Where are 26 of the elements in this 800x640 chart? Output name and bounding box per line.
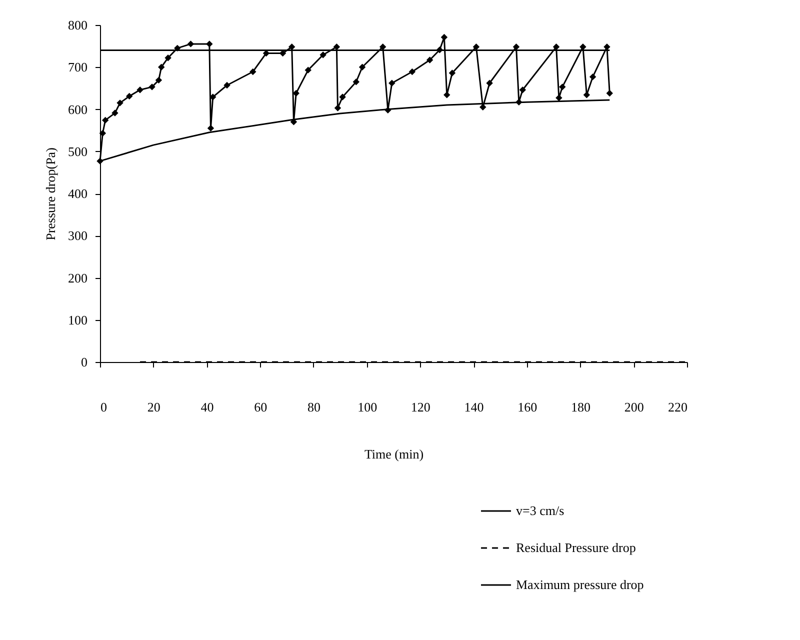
x-tick-label: 220 <box>668 400 688 414</box>
y-tick-label: 700 <box>68 60 88 75</box>
x-tick-label: 0 <box>100 400 107 414</box>
x-tick-label: 140 <box>464 400 484 414</box>
x-tick-label: 20 <box>147 400 160 414</box>
y-tick-label: 800 <box>68 18 88 32</box>
x-tick-label: 100 <box>358 400 378 414</box>
legend-label: v=3 cm/s <box>516 503 564 518</box>
x-tick-label: 180 <box>571 400 591 414</box>
x-tick-label: 40 <box>200 400 214 414</box>
x-tick-label: 120 <box>410 400 430 414</box>
legend-label: Maximum pressure drop <box>516 577 644 592</box>
x-tick-label: 200 <box>624 400 644 414</box>
y-tick-label: 600 <box>68 102 88 117</box>
y-tick-label: 400 <box>68 186 88 201</box>
y-tick-label: 100 <box>68 312 88 328</box>
y-axis-title: Pressure drop(Pa) <box>43 148 58 240</box>
x-tick-label: 160 <box>518 400 538 414</box>
x-tick-label: 80 <box>307 400 320 414</box>
x-tick-label: 60 <box>254 400 268 414</box>
y-tick-label: 500 <box>68 144 88 159</box>
y-tick-label: 200 <box>68 270 88 286</box>
y-tick-label: 300 <box>68 228 88 244</box>
y-tick-label: 0 <box>81 354 88 370</box>
x-axis-title: Time (min) <box>364 446 424 462</box>
legend-label: Residual Pressure drop <box>516 540 636 555</box>
